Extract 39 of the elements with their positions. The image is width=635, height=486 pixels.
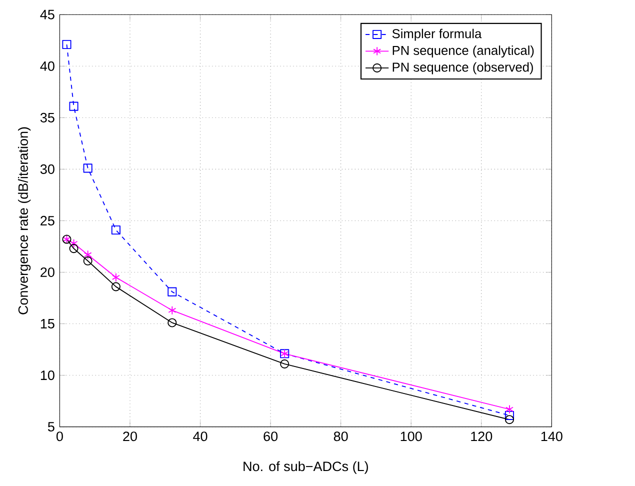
- y-tick-label: 15: [40, 318, 54, 328]
- legend-label: Simpler formula: [392, 28, 482, 41]
- point: [111, 225, 120, 234]
- point: [83, 163, 92, 172]
- x-tick-label: 120: [471, 431, 492, 441]
- point: [111, 282, 120, 291]
- point: [504, 414, 514, 424]
- x-tick-label: 0: [56, 431, 63, 441]
- y-tick-label: 5: [48, 422, 54, 432]
- y-tick-label: 40: [40, 61, 54, 71]
- point: [70, 238, 78, 248]
- y-tick-label: 25: [40, 216, 54, 226]
- x-tick-label: 140: [541, 431, 562, 441]
- legend-label: PN sequence (observed): [392, 62, 533, 74]
- point: [112, 272, 120, 282]
- point: [280, 359, 290, 368]
- y-tick-label: 20: [40, 267, 54, 277]
- y-tick-label: 10: [40, 370, 54, 380]
- point: [62, 40, 72, 49]
- x-tick-label: 40: [193, 431, 208, 441]
- point: [69, 244, 78, 253]
- point: [69, 102, 78, 111]
- legend-label: PN sequence (analytical): [392, 45, 534, 58]
- x-tick-label: 60: [264, 431, 278, 441]
- point: [504, 410, 514, 420]
- x-axis-title: No. of sub−ADCs (L): [244, 461, 368, 474]
- point: [168, 318, 177, 328]
- point: [84, 250, 92, 260]
- x-tick-label: 20: [123, 431, 137, 441]
- x-tick-label: 100: [400, 431, 422, 441]
- x-tick-label: 80: [334, 431, 348, 441]
- point: [505, 404, 514, 414]
- y-tick-label: 30: [40, 164, 54, 174]
- y-tick-label: 35: [40, 112, 54, 122]
- point: [168, 287, 177, 296]
- point: [168, 306, 176, 315]
- y-tick-label: 45: [40, 10, 54, 20]
- point: [83, 256, 92, 266]
- y-axis-title: Convergence rate (dB/iteration): [18, 127, 31, 314]
